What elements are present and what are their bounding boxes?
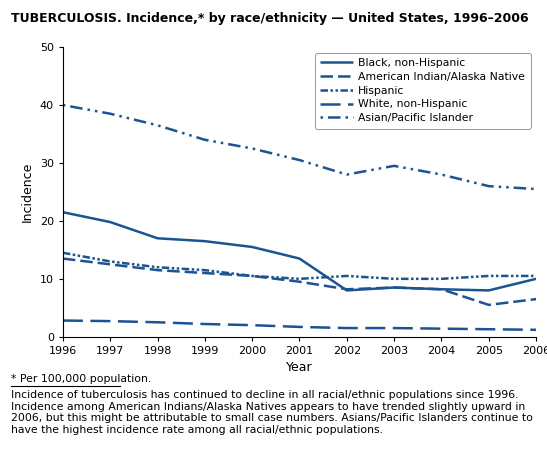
X-axis label: Year: Year — [286, 361, 313, 374]
Y-axis label: Incidence: Incidence — [21, 162, 34, 222]
Text: Incidence of tuberculosis has continued to decline in all racial/ethnic populati: Incidence of tuberculosis has continued … — [11, 390, 533, 435]
Text: * Per 100,000 population.: * Per 100,000 population. — [11, 374, 151, 384]
Text: TUBERCULOSIS. Incidence,* by race/ethnicity — United States, 1996–2006: TUBERCULOSIS. Incidence,* by race/ethnic… — [11, 12, 528, 25]
Legend: Black, non-Hispanic, American Indian/Alaska Native, Hispanic, White, non-Hispani: Black, non-Hispanic, American Indian/Ala… — [315, 53, 531, 129]
